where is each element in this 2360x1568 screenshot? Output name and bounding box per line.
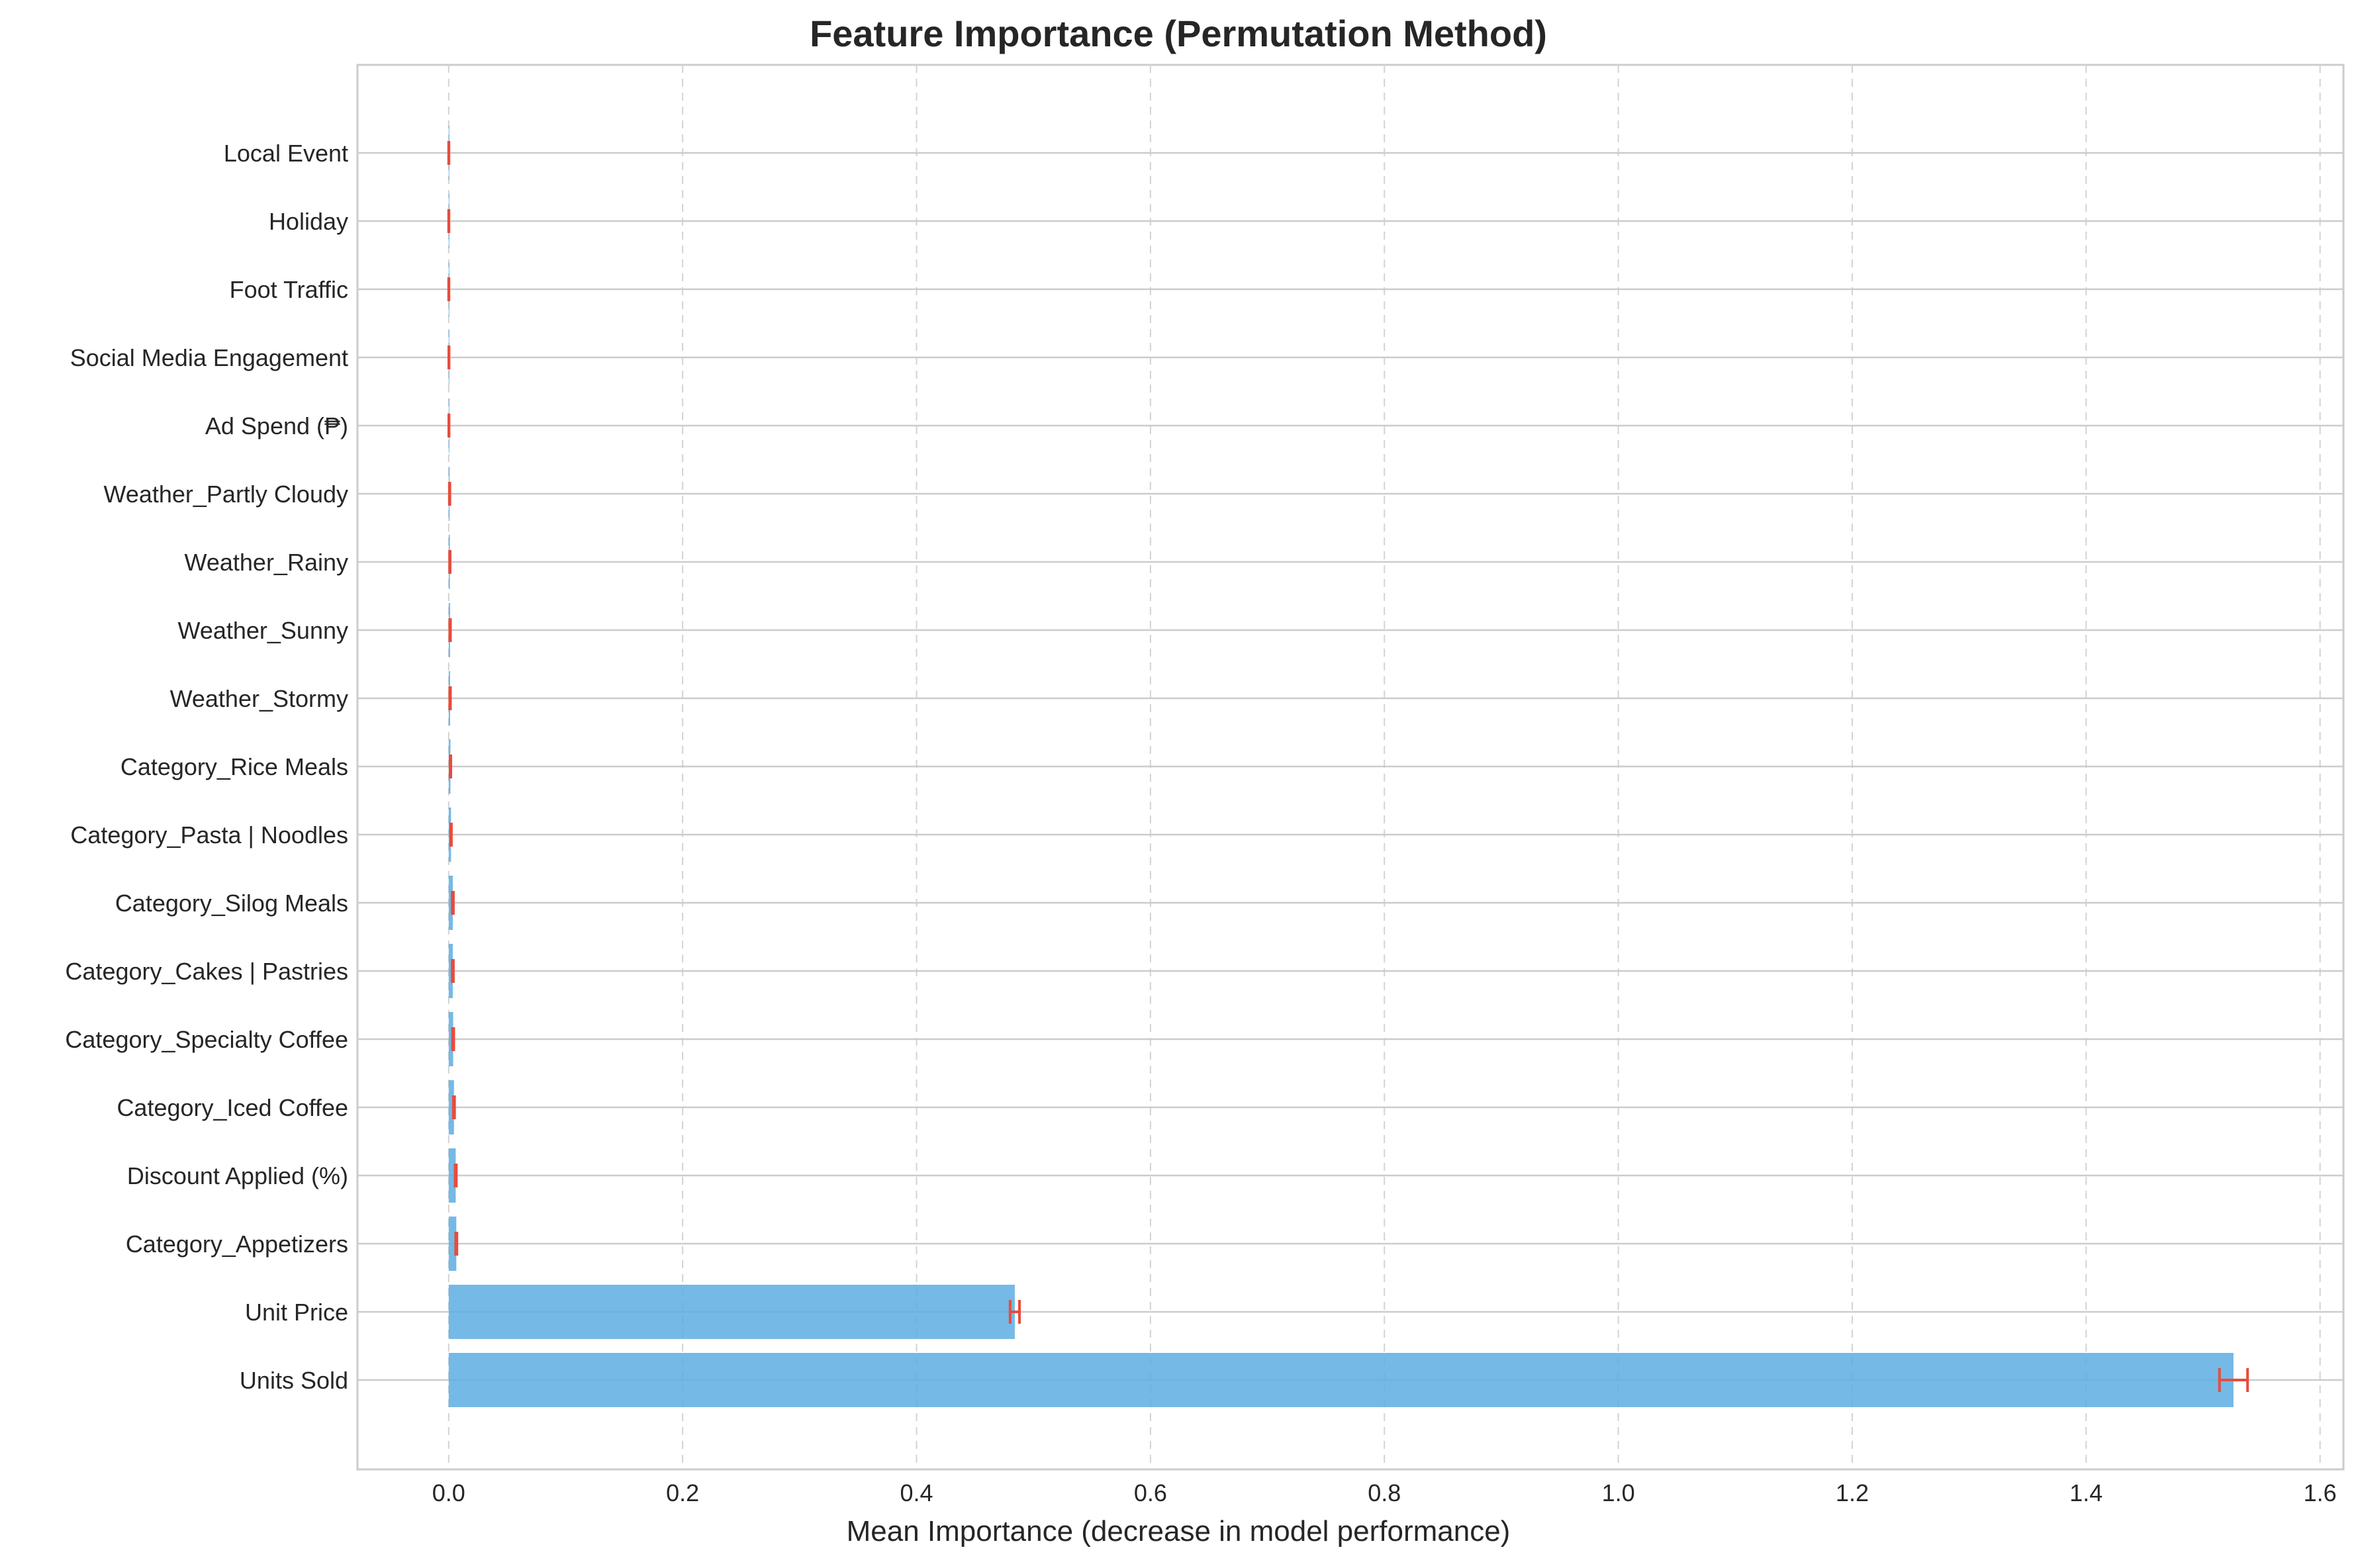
y-tick-label: Weather_Partly Cloudy (103, 481, 348, 508)
x-tick-label: 0.0 (432, 1479, 465, 1506)
bar (448, 1353, 2234, 1407)
y-tick-label: Discount Applied (%) (127, 1162, 348, 1189)
y-tick-label: Foot Traffic (230, 276, 348, 303)
y-tick-label: Category_Rice Meals (120, 753, 348, 780)
error-layer (447, 141, 2249, 1392)
bar (448, 1217, 457, 1271)
y-tick-label: Category_Specialty Coffee (65, 1026, 348, 1053)
y-tick-label: Weather_Stormy (170, 685, 348, 712)
y-tick-label: Unit Price (245, 1299, 348, 1326)
y-tick-label: Category_Appetizers (126, 1230, 348, 1258)
chart-title: Feature Importance (Permutation Method) (810, 13, 1547, 54)
y-tick-label: Category_Cakes | Pastries (65, 958, 348, 985)
y-tick-label: Holiday (269, 208, 348, 235)
x-tick-labels: 0.0 0.2 0.4 0.6 0.8 1.0 1.2 1.4 1.6 (432, 1479, 2337, 1506)
y-tick-label: Ad Spend (₱) (205, 412, 348, 439)
x-tick-label: 0.2 (666, 1479, 699, 1506)
y-tick-labels: Units Sold Unit Price Category_Appetizers D… (65, 140, 348, 1394)
bar (448, 1012, 453, 1066)
y-tick-label: Category_Iced Coffee (117, 1094, 348, 1121)
bar (448, 876, 453, 930)
bar (448, 1148, 456, 1203)
x-tick-label: 1.0 (1602, 1479, 1635, 1506)
y-tick-label: Category_Silog Meals (115, 890, 348, 917)
x-axis-label: Mean Importance (decrease in model perfo… (847, 1515, 1511, 1547)
bar (448, 944, 453, 998)
x-tick-label: 1.2 (1836, 1479, 1869, 1506)
x-tick-label: 1.4 (2069, 1479, 2102, 1506)
bar-layer (448, 126, 2234, 1407)
x-tick-label: 1.6 (2304, 1479, 2337, 1506)
y-tick-label: Weather_Sunny (177, 617, 348, 644)
y-tick-label: Local Event (224, 140, 348, 167)
x-tick-label: 0.6 (1134, 1479, 1167, 1506)
y-tick-label: Category_Pasta | Noodles (70, 821, 348, 849)
y-tick-label: Social Media Engagement (70, 344, 348, 371)
y-tick-label: Weather_Rainy (185, 549, 348, 576)
y-tick-label: Units Sold (240, 1367, 348, 1394)
x-tick-label: 0.4 (900, 1479, 933, 1506)
x-tick-label: 0.8 (1368, 1479, 1401, 1506)
bar (448, 1080, 454, 1134)
bar (448, 1285, 1015, 1339)
